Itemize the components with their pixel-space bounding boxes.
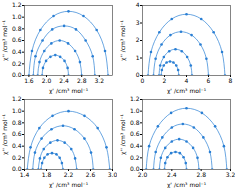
svg-text:6: 6 xyxy=(207,77,211,84)
svg-text:0.4: 0.4 xyxy=(12,48,22,55)
svg-text:0.8: 0.8 xyxy=(12,25,22,32)
svg-text:3: 3 xyxy=(136,19,140,26)
svg-text:χ' /cm³ mol⁻¹: χ' /cm³ mol⁻¹ xyxy=(167,87,207,95)
svg-text:1.0: 1.0 xyxy=(130,107,140,114)
svg-text:0.2: 0.2 xyxy=(130,154,140,161)
svg-text:χ' /cm³ mol⁻¹: χ' /cm³ mol⁻¹ xyxy=(49,87,89,95)
svg-text:χ'' /cm³ mol⁻¹: χ'' /cm³ mol⁻¹ xyxy=(119,113,127,154)
svg-text:1: 1 xyxy=(136,54,140,61)
svg-text:0: 0 xyxy=(141,77,145,84)
svg-text:2.4: 2.4 xyxy=(167,171,177,178)
svg-text:χ' /cm³ mol⁻¹: χ' /cm³ mol⁻¹ xyxy=(167,181,207,189)
svg-text:1.0: 1.0 xyxy=(12,13,22,20)
svg-text:8: 8 xyxy=(229,77,233,84)
svg-text:2.4: 2.4 xyxy=(59,77,69,84)
svg-text:2.0: 2.0 xyxy=(42,77,52,84)
svg-text:2.0: 2.0 xyxy=(138,171,148,178)
svg-text:2: 2 xyxy=(136,36,140,43)
svg-text:1.0: 1.0 xyxy=(12,107,22,114)
svg-text:2.8: 2.8 xyxy=(77,77,87,84)
svg-text:1.2: 1.2 xyxy=(12,95,22,102)
svg-text:3.0: 3.0 xyxy=(108,171,117,178)
svg-text:2.6: 2.6 xyxy=(86,171,96,178)
svg-text:0.6: 0.6 xyxy=(12,36,22,43)
svg-text:χ' /cm³ mol⁻¹: χ' /cm³ mol⁻¹ xyxy=(49,181,89,189)
svg-text:3.2: 3.2 xyxy=(95,77,105,84)
svg-text:2: 2 xyxy=(163,77,167,84)
svg-text:4: 4 xyxy=(185,77,189,84)
svg-text:1.8: 1.8 xyxy=(42,171,52,178)
svg-text:1.4: 1.4 xyxy=(20,171,30,178)
svg-text:0.6: 0.6 xyxy=(130,130,140,137)
svg-text:2.8: 2.8 xyxy=(196,171,206,178)
svg-text:3.2: 3.2 xyxy=(226,171,235,178)
svg-text:0.4: 0.4 xyxy=(12,142,22,149)
svg-text:0.6: 0.6 xyxy=(12,130,22,137)
svg-text:0.8: 0.8 xyxy=(130,119,140,126)
svg-text:χ'' /cm³ mol⁻¹: χ'' /cm³ mol⁻¹ xyxy=(1,19,9,60)
svg-text:0: 0 xyxy=(136,71,140,78)
svg-text:1.6: 1.6 xyxy=(24,77,34,84)
svg-text:χ'' /cm³ mol⁻¹: χ'' /cm³ mol⁻¹ xyxy=(119,19,127,60)
svg-text:0.2: 0.2 xyxy=(12,60,22,67)
svg-text:4: 4 xyxy=(136,1,140,8)
svg-text:0.0: 0.0 xyxy=(130,165,140,173)
svg-text:0.0: 0.0 xyxy=(12,165,22,173)
svg-text:χ'' /cm³ mol⁻¹: χ'' /cm³ mol⁻¹ xyxy=(1,113,9,154)
svg-text:2.2: 2.2 xyxy=(64,171,74,178)
svg-text:1.2: 1.2 xyxy=(130,95,140,102)
svg-text:0.0: 0.0 xyxy=(12,71,22,78)
svg-text:0.2: 0.2 xyxy=(12,154,22,161)
svg-text:1.2: 1.2 xyxy=(12,1,22,8)
svg-text:0.4: 0.4 xyxy=(130,142,140,149)
svg-text:0.8: 0.8 xyxy=(12,119,22,126)
